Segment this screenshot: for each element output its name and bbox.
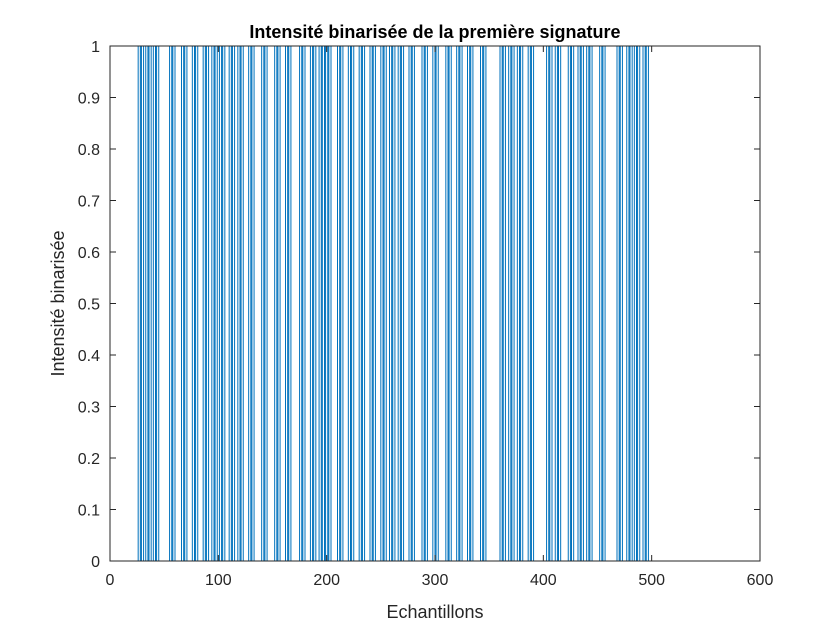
y-tick-label: 1 [91, 39, 100, 56]
y-tick-label: 0.7 [78, 194, 100, 211]
x-tick-label: 300 [422, 572, 449, 589]
y-tick-label: 0.4 [78, 348, 100, 365]
y-tick-label: 0.3 [78, 400, 100, 417]
chart-title: Intensité binarisée de la première signa… [249, 22, 620, 42]
x-tick-label: 0 [106, 572, 115, 589]
plot-area: 0 100 200 300 400 500 600 00.10.20.30.40.50.60… [78, 39, 774, 589]
x-tick-label: 600 [747, 572, 774, 589]
x-axis-label: Echantillons [386, 602, 483, 622]
x-tick-label: 100 [205, 572, 232, 589]
y-tick-label: 0.2 [78, 451, 100, 468]
x-tick-label: 200 [313, 572, 340, 589]
y-axis-label: Intensité binarisée [48, 230, 68, 376]
y-tick-label: 0.1 [78, 503, 100, 520]
x-tick-label: 500 [638, 572, 665, 589]
y-tick-label: 0.6 [78, 245, 100, 262]
y-tick-label: 0.9 [78, 91, 100, 108]
y-axis-ticks: 0 0.1 0.2 0.3 0.4 0.5 0.6 0.7 0.8 0.9 1 [78, 39, 760, 571]
y-tick-label: 0 [91, 554, 100, 571]
x-tick-label: 400 [530, 572, 557, 589]
y-tick-label: 0.8 [78, 142, 100, 159]
x-axis-ticks: 0 100 200 300 400 500 600 [106, 46, 774, 589]
y-tick-label: 0.5 [78, 297, 100, 314]
